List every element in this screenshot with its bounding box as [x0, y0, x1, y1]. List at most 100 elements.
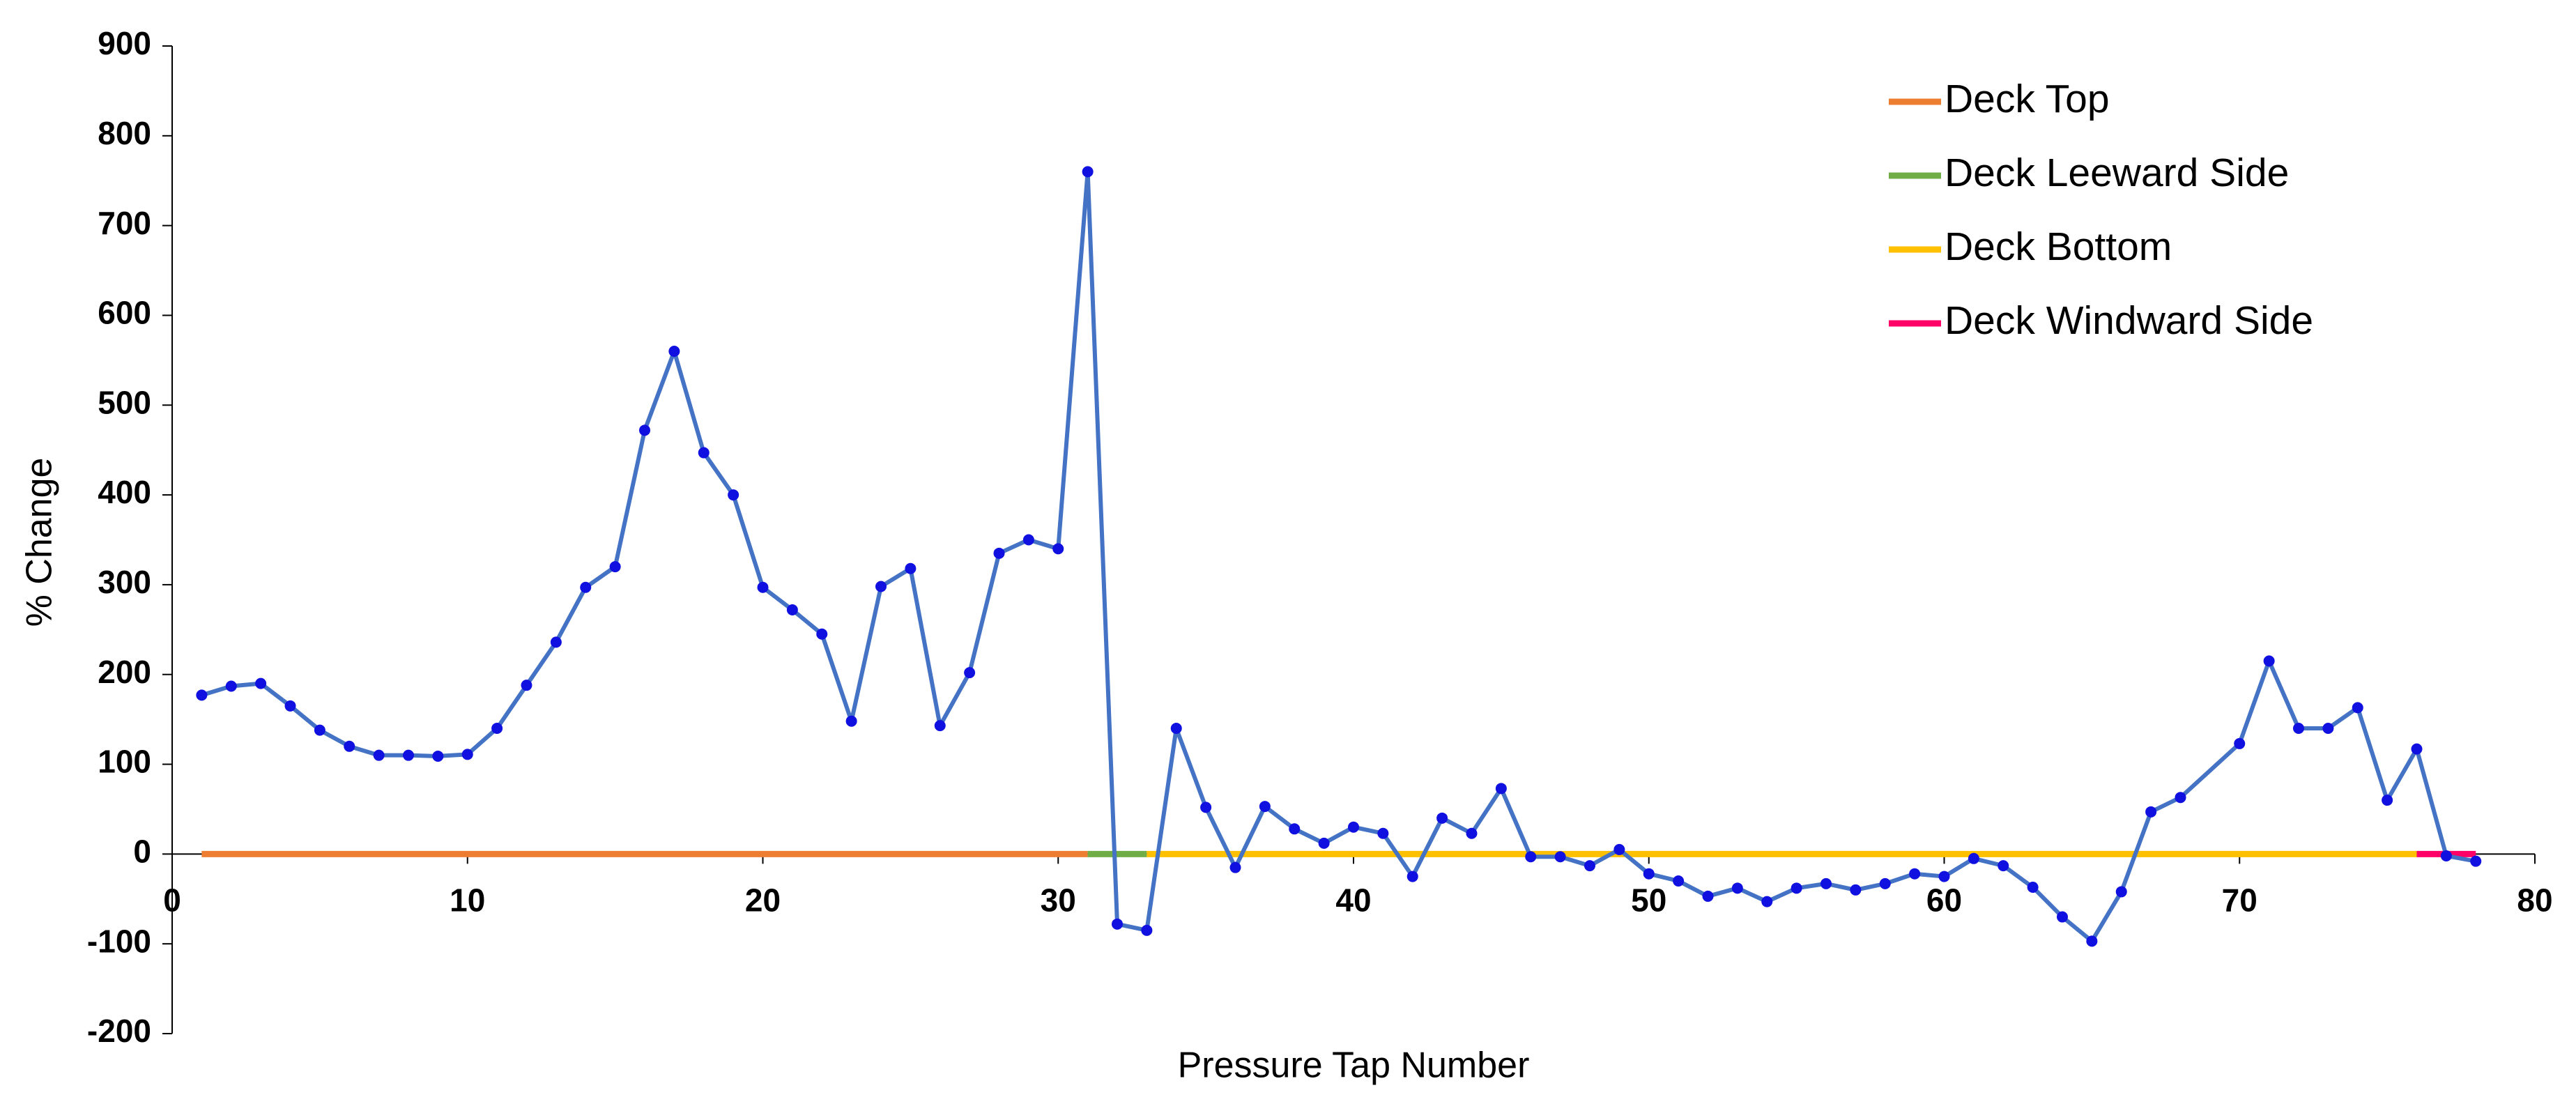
data-point	[964, 667, 976, 679]
data-point	[728, 489, 739, 501]
data-point	[757, 581, 769, 593]
data-point	[1702, 890, 1714, 902]
data-point	[314, 724, 325, 736]
data-point	[1554, 851, 1566, 863]
data-point	[2352, 702, 2363, 714]
data-point	[905, 562, 917, 574]
data-point	[1791, 882, 1802, 894]
data-point	[550, 636, 562, 648]
data-point	[609, 561, 621, 573]
data-point	[2234, 737, 2246, 749]
data-point	[1761, 896, 1773, 907]
data-point	[2086, 935, 2098, 947]
data-point	[344, 740, 355, 752]
data-point	[1879, 877, 1891, 889]
x-tick-label: 10	[450, 882, 485, 919]
data-point	[1850, 884, 1862, 896]
x-axis-title: Pressure Tap Number	[1178, 1045, 1530, 1086]
y-tick-label: 900	[98, 25, 151, 61]
data-point	[698, 447, 710, 459]
data-line	[201, 169, 2476, 944]
data-point	[284, 700, 296, 712]
legend-label: Deck Leeward Side	[1945, 151, 2289, 195]
data-point	[432, 750, 444, 762]
data-point	[1170, 723, 1182, 735]
data-point	[2057, 911, 2068, 923]
data-point	[934, 720, 946, 732]
x-tick-label: 50	[1631, 882, 1666, 919]
data-point	[1938, 871, 1950, 882]
data-point	[1495, 783, 1507, 795]
data-point	[1052, 543, 1064, 555]
x-tick-label: 30	[1041, 882, 1076, 919]
data-point	[1968, 852, 1979, 864]
legend-label: Deck Windward Side	[1945, 298, 2313, 343]
data-point	[1348, 821, 1359, 833]
y-tick-label: 400	[98, 474, 151, 510]
data-point	[1318, 837, 1330, 849]
x-tick-label: 70	[2222, 882, 2257, 919]
data-point	[2470, 855, 2482, 867]
y-tick-label: -100	[87, 923, 151, 959]
y-tick-label: 500	[98, 384, 151, 420]
data-point	[1022, 534, 1034, 546]
data-point	[2440, 850, 2452, 861]
data-point	[875, 581, 887, 592]
data-point	[1643, 868, 1655, 880]
y-tick-label: 300	[98, 564, 151, 600]
y-tick-label: 600	[98, 295, 151, 331]
data-point	[1731, 882, 1743, 894]
y-tick-label: 200	[98, 654, 151, 690]
y-tick-label: 800	[98, 115, 151, 151]
data-point	[845, 715, 857, 727]
data-point	[461, 749, 473, 760]
data-point	[1436, 812, 1448, 824]
data-point	[1820, 877, 1832, 889]
x-tick-label: 80	[2517, 882, 2552, 919]
data-point	[1525, 851, 1537, 863]
data-point	[255, 677, 267, 689]
y-tick-label: 100	[98, 744, 151, 780]
y-axis-title: % Change	[20, 458, 60, 627]
data-point	[1112, 918, 1123, 930]
data-point	[1200, 802, 1212, 813]
data-point	[1998, 860, 2009, 872]
data-point	[786, 604, 798, 615]
data-point	[491, 723, 503, 735]
data-point	[1082, 166, 1094, 178]
data-point	[196, 689, 208, 701]
data-point	[2293, 723, 2304, 735]
data-point	[1141, 924, 1153, 936]
data-point	[1466, 827, 1478, 839]
data-point	[639, 424, 650, 436]
data-point	[1406, 871, 1418, 882]
data-point	[2145, 806, 2157, 818]
data-point	[2382, 795, 2393, 806]
y-tick-label: 0	[133, 834, 151, 870]
data-point	[2175, 792, 2186, 804]
data-point	[1229, 861, 1241, 873]
legend-label: Deck Top	[1945, 77, 2110, 121]
data-point	[1259, 801, 1271, 813]
y-tick-label: 700	[98, 205, 151, 241]
data-point	[2115, 886, 2127, 898]
data-point	[403, 749, 414, 761]
x-tick-label: 40	[1335, 882, 1371, 919]
data-point	[1377, 827, 1389, 839]
data-point	[816, 628, 828, 640]
data-point	[1613, 843, 1625, 855]
data-point	[373, 749, 385, 761]
data-point	[993, 547, 1005, 559]
data-point	[225, 680, 237, 692]
data-point	[1289, 823, 1301, 835]
data-point	[1909, 868, 1921, 880]
data-point	[668, 345, 680, 357]
data-point	[1584, 860, 1595, 872]
data-point	[521, 680, 532, 691]
x-tick-label: 0	[163, 882, 181, 919]
x-tick-label: 60	[1926, 882, 1962, 919]
legend-label: Deck Bottom	[1945, 224, 2172, 269]
y-tick-label: -200	[87, 1013, 151, 1049]
data-point	[1673, 875, 1685, 887]
